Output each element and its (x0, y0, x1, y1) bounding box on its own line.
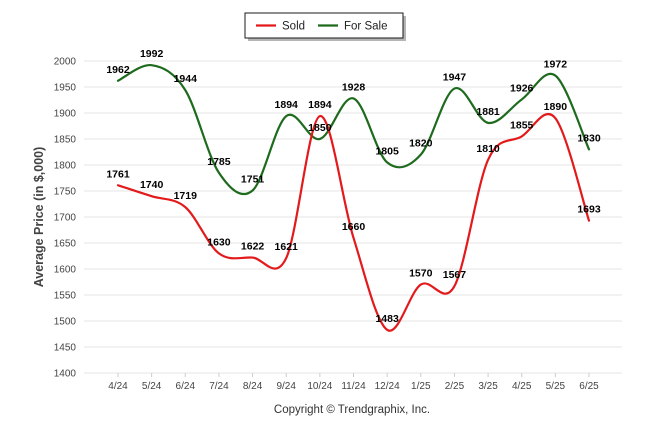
data-label-sold: 1761 (106, 168, 130, 180)
x-tick-label: 5/24 (142, 381, 162, 392)
x-tick-label: 9/24 (276, 381, 296, 392)
data-label-for-sale: 1785 (207, 156, 231, 168)
y-tick-label: 1900 (54, 109, 77, 120)
x-tick-label: 3/25 (478, 381, 498, 392)
x-tick-label: 11/24 (341, 381, 366, 392)
y-tick-label: 1400 (54, 369, 77, 380)
data-label-sold: 1693 (577, 204, 601, 216)
x-axis-ticks: 4/24 5/24 6/24 7/24 8/24 9/24 10/24 11/24 12/24 1… (108, 373, 599, 392)
y-tick-label: 2000 (54, 57, 77, 68)
y-axis-ticks: 1400 1450 1500 1550 1600 1650 1700 1750 1800 1850… (54, 57, 77, 380)
x-tick-label: 1/25 (411, 381, 431, 392)
data-label-for-sale: 1962 (106, 64, 130, 76)
y-axis-title: Average Price (in $,000) (32, 147, 46, 288)
data-label-sold: 1630 (207, 236, 231, 248)
data-label-sold: 1855 (510, 119, 534, 131)
legend-sold-label: Sold (282, 21, 305, 33)
data-label-for-sale: 1944 (174, 73, 198, 85)
data-label-for-sale: 1928 (342, 81, 366, 93)
data-label-for-sale: 1830 (577, 132, 601, 144)
data-label-sold: 1810 (476, 143, 500, 155)
x-tick-label: 6/24 (176, 381, 196, 392)
data-labels: 1761 1740 1719 1630 1622 1621 1894 1660 1483 1570… (106, 48, 601, 325)
y-tick-label: 1500 (54, 317, 77, 328)
y-tick-label: 1550 (54, 291, 77, 302)
data-label-sold: 1622 (241, 241, 265, 253)
y-tick-label: 1650 (54, 239, 77, 250)
data-label-sold: 1483 (375, 313, 399, 325)
data-label-for-sale: 1972 (544, 59, 568, 71)
series-layer (116, 64, 591, 332)
x-tick-label: 12/24 (375, 381, 400, 392)
y-tick-label: 1750 (54, 187, 77, 198)
copyright-text: Copyright © Trendgraphix, Inc. (274, 404, 430, 416)
x-tick-label: 7/24 (209, 381, 229, 392)
data-label-for-sale: 1947 (443, 72, 467, 84)
legend-for-sale-label: For Sale (344, 21, 387, 33)
y-tick-label: 1700 (54, 213, 77, 224)
data-label-for-sale: 1894 (275, 99, 299, 111)
data-label-sold: 1894 (308, 99, 332, 111)
data-label-for-sale: 1820 (409, 138, 433, 150)
y-tick-label: 1800 (54, 161, 77, 172)
data-label-for-sale: 1850 (308, 122, 332, 134)
data-label-for-sale: 1881 (476, 106, 500, 118)
y-tick-label: 1600 (54, 265, 77, 276)
grid (84, 60, 622, 374)
data-label-for-sale: 1805 (375, 145, 399, 157)
data-label-sold: 1890 (544, 101, 568, 113)
data-label-for-sale: 1926 (510, 82, 534, 94)
y-tick-label: 1950 (54, 83, 77, 94)
data-label-sold: 1567 (443, 269, 467, 281)
x-tick-label: 5/25 (546, 381, 566, 392)
series-line-sold (116, 113, 591, 332)
y-tick-label: 1850 (54, 135, 77, 146)
x-tick-label: 4/24 (108, 381, 128, 392)
x-tick-label: 10/24 (307, 381, 332, 392)
data-label-sold: 1740 (140, 179, 164, 191)
x-tick-label: 4/25 (512, 381, 532, 392)
legend: Sold For Sale (244, 12, 406, 41)
x-tick-label: 6/25 (579, 381, 599, 392)
y-tick-label: 1450 (54, 343, 77, 354)
data-label-for-sale: 1751 (241, 173, 265, 185)
x-tick-label: 2/25 (445, 381, 465, 392)
series-line-for-sale (116, 64, 591, 196)
data-label-sold: 1660 (342, 221, 366, 233)
x-tick-label: 8/24 (243, 381, 263, 392)
data-label-sold: 1570 (409, 268, 433, 280)
data-label-for-sale: 1992 (140, 48, 164, 60)
data-label-sold: 1719 (174, 190, 198, 202)
data-label-sold: 1621 (275, 241, 299, 253)
